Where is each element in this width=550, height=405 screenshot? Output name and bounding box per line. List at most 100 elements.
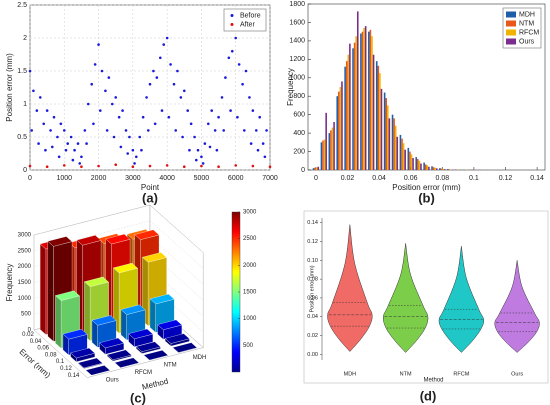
y-tick-label: 1.5 [17,68,27,75]
y-axis-title: Position error (mm) [5,53,14,122]
point [62,164,66,167]
x-tick-label: RFCM [453,371,469,377]
point [145,96,148,99]
y-tick-label: 0 [301,167,305,174]
bar [77,357,103,369]
legend-label: NTM [519,20,534,27]
point [133,162,136,165]
point [104,89,107,93]
bar-side [47,240,54,342]
bar [417,158,419,170]
bar-side [172,347,179,354]
bar [442,168,444,170]
point [56,135,59,139]
bar [394,125,397,170]
x-tick-label: 0.14 [530,175,544,182]
legend-label: Ours [519,38,535,45]
point [52,115,56,119]
bar [360,33,362,171]
point [155,76,159,79]
point [241,82,244,86]
point [28,69,32,73]
bar [322,140,324,170]
point [249,142,253,145]
point [62,129,66,132]
bar [434,167,436,170]
bar [353,42,356,170]
bar-side [149,298,156,333]
bar-side [99,342,106,355]
bar [320,142,323,170]
bar [99,337,125,355]
point [220,96,224,99]
x-tick-label: 0.06 [37,346,49,352]
bar [143,350,169,361]
legend-label: After [240,21,255,28]
point [217,165,220,168]
point [152,69,155,73]
legend-box [223,8,267,32]
y-tick-label: MDH [193,355,207,361]
bar-side [143,354,150,361]
point [174,129,178,132]
x-tick-label: 0.14 [68,373,80,379]
z-axis-title: Frequency [5,264,14,302]
point [182,165,186,168]
colorbar-label: 1000 [243,316,257,322]
bar [415,157,418,170]
x-tick-label: 6000 [228,175,244,182]
bar [333,122,335,170]
bar [368,31,370,170]
grid-line [33,220,204,269]
z-tick-label: 0 [28,328,32,334]
legend-marker [230,14,234,17]
z-tick-label: 2000 [18,264,32,270]
legend-label: Before [240,12,261,19]
panel-label: (d) [420,388,437,403]
y-tick-label: 0.5 [17,134,27,141]
bar [420,163,422,170]
point [50,145,54,149]
point [194,158,198,162]
x-axis-title: Method [423,378,443,384]
z-tick-label: 1000 [18,296,32,302]
bar [410,154,413,170]
point [176,69,179,73]
y-tick-label: 200 [293,148,305,155]
bar [424,164,427,170]
bar [331,127,334,170]
point [203,142,207,145]
point [44,148,47,152]
bar [435,168,438,170]
bar [352,48,354,171]
point [162,43,166,46]
point [237,63,241,66]
bar [372,54,375,170]
point [66,142,70,145]
legend-swatch [506,20,516,27]
point [30,129,34,132]
legend-swatch [506,38,516,45]
bar [363,27,365,170]
point [165,36,169,40]
y-tick-label: 400 [293,130,305,137]
point [186,109,190,112]
point [117,115,121,119]
bar [338,91,340,170]
colorbar-label: 2500 [243,236,257,242]
x-tick-label: Ours [511,371,523,377]
point [93,63,97,66]
point [167,115,171,119]
bar [391,114,394,170]
x-tick-label: 0.04 [372,175,386,182]
bar [114,357,140,369]
bar [330,130,332,170]
bar [325,112,327,170]
bar [393,118,395,170]
bar-side [77,362,85,369]
bar [341,81,343,170]
bar [418,160,421,170]
bar [404,149,406,170]
point [268,165,272,168]
